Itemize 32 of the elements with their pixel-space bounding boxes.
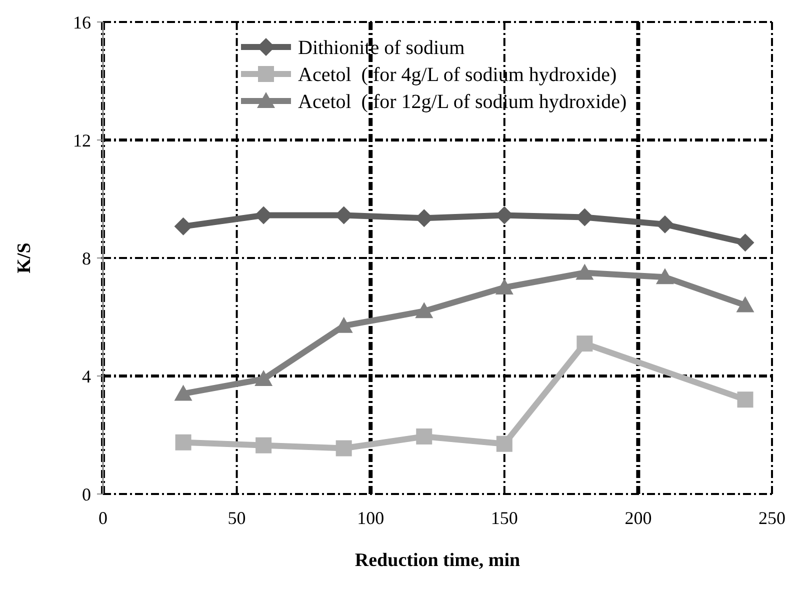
point [736,296,754,312]
x-tick-label: 0 [98,508,108,528]
point [175,434,192,450]
y-tick-label: 4 [82,366,91,386]
point [656,268,674,284]
point [737,392,754,408]
legend-label: Dithionite of sodium [298,37,466,59]
point [256,437,272,454]
y-tick-label: 16 [73,12,91,32]
point [416,428,432,444]
legend-label: Acetol ( for 4g/L of sodium hydroxide) [298,64,617,86]
point [415,302,434,318]
x-tick-label: 100 [357,508,384,528]
point [576,336,593,352]
point [736,234,754,252]
point [174,384,192,401]
y-tick-label: 0 [82,484,91,504]
point [495,278,514,294]
x-axis-title: Reduction time, min [354,550,521,571]
x-tick-label: 200 [624,508,652,528]
y-tick-label: 12 [73,130,91,150]
legend-label: Acetol ( for 12g/L of sodium hydroxide) [298,91,627,113]
x-tick-label: 250 [758,508,786,528]
x-tick-label: 150 [490,508,518,528]
x-tick-label: 50 [228,508,246,528]
y-tick-label: 8 [82,248,91,268]
point [336,440,352,456]
point [254,370,273,386]
point [174,217,192,236]
y-axis-title: K/S [14,242,35,274]
point [496,436,512,452]
point [576,264,594,280]
